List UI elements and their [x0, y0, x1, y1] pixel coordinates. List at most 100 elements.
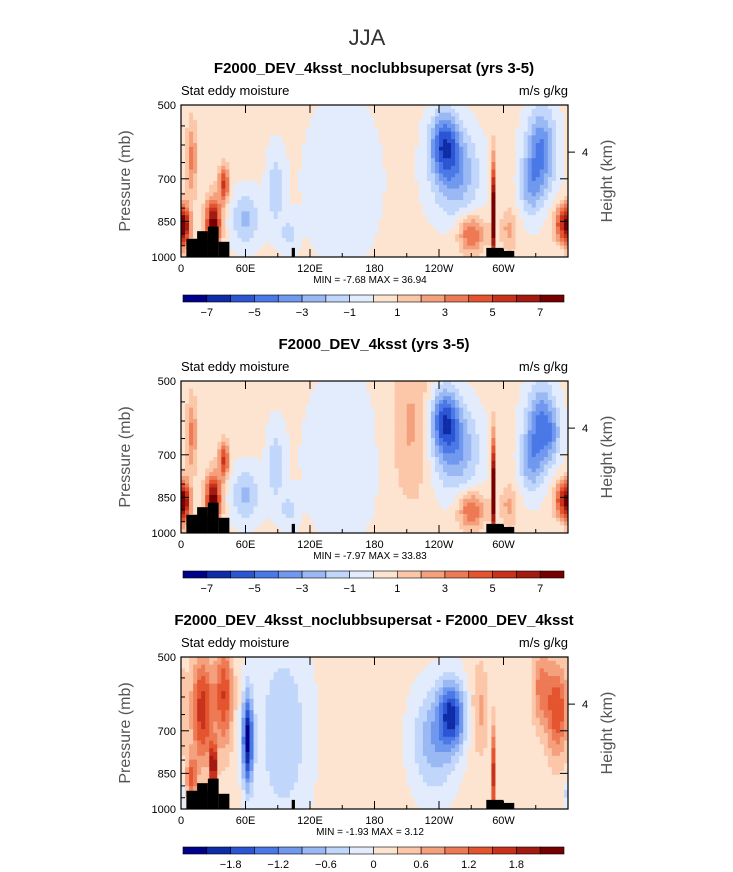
heatmap-cell — [531, 245, 537, 250]
heatmap-cell — [229, 158, 234, 163]
colorbar: −7 −5 −3 −1 1 3 5 7 — [182, 294, 565, 319]
heatmap-cell — [382, 241, 387, 246]
heatmap-cell — [543, 139, 549, 144]
heatmap-cell — [475, 245, 480, 250]
heatmap-cell — [314, 165, 319, 170]
heatmap-cell — [495, 415, 500, 420]
heatmap-cell — [185, 120, 190, 125]
heatmap-cell — [507, 407, 512, 412]
heatmap-cell — [422, 116, 428, 121]
heatmap-cell — [229, 192, 234, 197]
heatmap-cell — [334, 400, 339, 405]
heatmap-cell — [277, 112, 283, 117]
heatmap-cell — [197, 124, 202, 129]
heatmap-cell — [535, 135, 541, 140]
heatmap-cell — [217, 415, 222, 420]
heatmap-cell — [439, 234, 444, 239]
heatmap-cell — [543, 203, 549, 208]
heatmap-cell — [471, 384, 476, 389]
heatmap-cell — [422, 120, 428, 125]
heatmap-cell — [305, 392, 311, 397]
heatmap-cell — [398, 384, 404, 389]
heatmap-cell — [439, 222, 444, 227]
heatmap-cell — [471, 162, 476, 167]
heatmap-cell — [535, 403, 541, 408]
heatmap-cell — [285, 245, 291, 250]
heatmap-cell — [334, 234, 339, 239]
heatmap-cell — [245, 150, 250, 155]
heatmap-cell — [366, 105, 371, 110]
colorbar-swatch — [539, 294, 565, 303]
heatmap-cell — [563, 249, 569, 254]
heatmap-cell — [334, 415, 339, 420]
heatmap-cell — [233, 200, 238, 205]
heatmap-cell — [318, 203, 323, 208]
heatmap-cell — [217, 116, 222, 121]
heatmap-cell — [318, 108, 323, 113]
heatmap-cell — [305, 192, 311, 197]
heatmap-cell — [430, 415, 436, 420]
heatmap-cell — [463, 381, 468, 386]
heatmap-cell — [350, 384, 355, 389]
heatmap-cell — [265, 203, 270, 208]
heatmap-cell — [362, 403, 367, 408]
heatmap-cell — [374, 131, 379, 136]
heatmap-cell — [354, 396, 359, 401]
heatmap-cell — [467, 222, 472, 227]
heatmap-cell — [475, 150, 480, 155]
heatmap-cell — [519, 388, 524, 393]
heatmap-cell — [301, 181, 307, 186]
heatmap-cell — [330, 192, 335, 197]
heatmap-cell — [193, 120, 198, 125]
heatmap-cell — [463, 158, 468, 163]
heatmap-cell — [193, 396, 198, 401]
heatmap-cell — [531, 241, 537, 246]
heatmap-cell — [205, 158, 210, 163]
heatmap-cell — [394, 222, 399, 227]
heatmap-cell — [443, 188, 448, 193]
heatmap-cell — [366, 200, 371, 205]
heatmap-cell — [330, 222, 335, 227]
heatmap-cell — [430, 403, 436, 408]
heatmap-cell — [422, 415, 428, 420]
heatmap-cell — [318, 219, 323, 224]
heatmap-cell — [253, 403, 258, 408]
heatmap-cell — [547, 388, 553, 393]
heatmap-cell — [519, 131, 524, 136]
heatmap-cell — [386, 116, 391, 121]
heatmap-cell — [245, 188, 250, 193]
heatmap-cell — [362, 207, 367, 212]
heatmap-cell — [285, 400, 291, 405]
heatmap-cell — [322, 165, 327, 170]
heatmap-cell — [459, 158, 464, 163]
heatmap-cell — [455, 396, 460, 401]
heatmap-cell — [213, 127, 218, 132]
heatmap-cell — [241, 219, 246, 224]
heatmap-cell — [225, 219, 230, 224]
heatmap-cell — [467, 177, 472, 182]
heatmap-cell — [374, 384, 379, 389]
heatmap-cell — [229, 403, 234, 408]
heatmap-cell — [390, 196, 395, 201]
heatmap-cell — [314, 215, 319, 220]
heatmap-cell — [334, 131, 339, 136]
heatmap-cell — [563, 173, 569, 178]
heatmap-cell — [265, 139, 270, 144]
heatmap-cell — [382, 139, 387, 144]
heatmap-cell — [430, 120, 436, 125]
heatmap-cell — [382, 215, 387, 220]
heatmap-cell — [487, 120, 492, 125]
heatmap-cell — [229, 249, 234, 254]
heatmap-cell — [443, 411, 448, 416]
heatmap-cell — [189, 158, 194, 163]
heatmap-cell — [277, 234, 283, 239]
heatmap-cell — [523, 192, 528, 197]
heatmap-cell — [277, 241, 283, 246]
heatmap-cell — [495, 234, 500, 239]
heatmap-cell — [563, 411, 569, 416]
heatmap-cell — [475, 407, 480, 412]
heatmap-cell — [225, 230, 230, 235]
heatmap-cell — [237, 188, 242, 193]
heatmap-cell — [201, 177, 206, 182]
heatmap-cell — [455, 184, 460, 189]
